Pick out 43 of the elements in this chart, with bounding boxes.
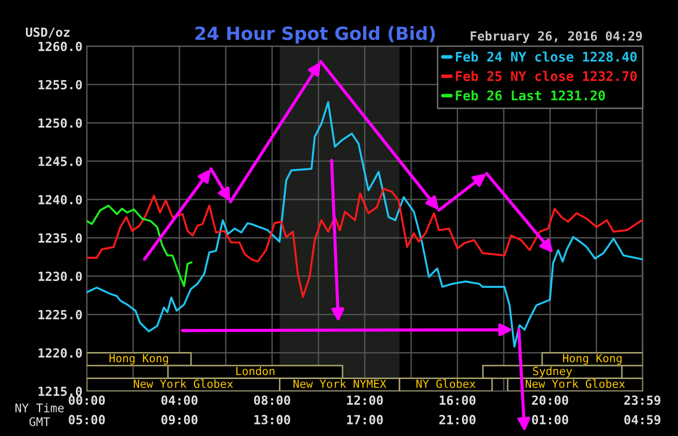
y-tick-label: 1225.0: [38, 310, 82, 320]
chart-subtitle: February 26, 2016 04:29: [470, 31, 642, 44]
x2-tick-label: 05:00: [68, 414, 105, 424]
annotation: New York Globex: [526, 379, 625, 388]
x2-axis-title: GMT: [29, 417, 50, 426]
x-tick-label: 00:00: [68, 395, 105, 405]
annotation: Sydney: [533, 366, 572, 378]
x2-tick-label: 13:00: [254, 414, 290, 424]
line-series: [86, 188, 643, 298]
line-series: [86, 204, 192, 288]
chart-title: 24 Hour Spot Gold (Bid): [196, 26, 435, 44]
y-tick-label: 1250.0: [38, 118, 82, 128]
annotation: New York Globex: [134, 379, 234, 388]
x-tick-label: 16:00: [440, 395, 476, 405]
legend-label: Feb 24 NY close 1228.40: [456, 51, 637, 62]
x-tick-label: 12:00: [347, 395, 383, 405]
y-tick-label: 1230.0: [38, 272, 82, 282]
legend-label: Feb 25 NY close 1232.70: [456, 70, 637, 82]
y-tick-label: 1245.0: [38, 156, 82, 166]
x2-tick-label: 09:00: [161, 414, 198, 424]
y-axis-title: USD/oz: [26, 27, 70, 38]
y-tick-label: 1255.0: [38, 80, 82, 90]
x-tick-label: 08:00: [254, 395, 290, 405]
x2-tick-label: 17:00: [347, 414, 383, 424]
x2-tick-label: 01:00: [532, 414, 568, 424]
x-tick-label: 04:00: [161, 395, 198, 405]
annotation: NY Globex: [416, 379, 476, 388]
x-tick-label: 23:59: [624, 395, 660, 405]
y-tick-label: 1240.0: [38, 194, 82, 204]
x2-tick-label: 04:59: [624, 414, 660, 424]
y-tick-label: 1260.0: [38, 42, 82, 52]
annotation: Hong Kong: [563, 354, 622, 365]
annotation: London: [236, 366, 274, 376]
line-series: [86, 101, 643, 348]
x-tick-label: 20:00: [532, 395, 568, 405]
legend-label: Feb 26 Last 1231.20: [456, 90, 605, 100]
x2-tick-label: 21:00: [439, 414, 476, 424]
y-tick-label: 1235.0: [38, 233, 82, 243]
y-tick-label: 1215.0: [38, 386, 82, 396]
annotation: Hong Kong: [110, 354, 168, 365]
y-tick-label: 1220.0: [38, 348, 82, 358]
annotation: New York NYMEX: [294, 379, 386, 388]
x-axis-title: NY Time: [15, 403, 64, 412]
